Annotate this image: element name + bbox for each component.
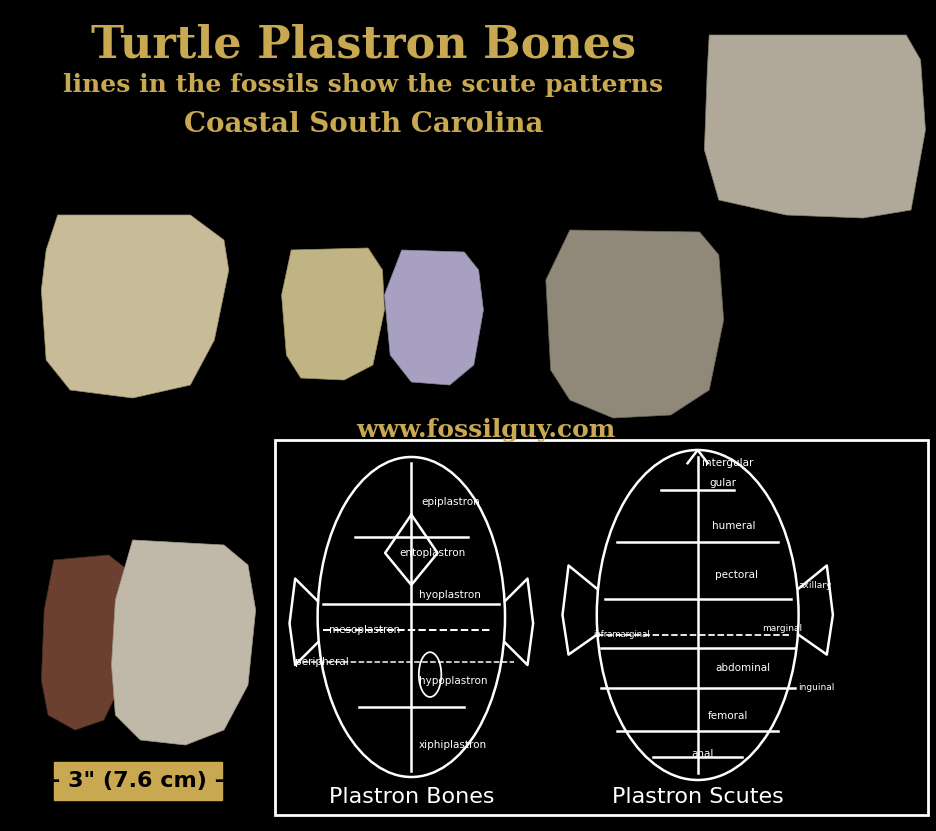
- Text: pectoral: pectoral: [715, 570, 758, 580]
- Text: abdominal: abdominal: [715, 663, 770, 673]
- Text: mesoplastron: mesoplastron: [329, 625, 400, 635]
- Text: — 3" (7.6 cm) —: — 3" (7.6 cm) —: [38, 771, 237, 791]
- Polygon shape: [385, 250, 483, 385]
- Text: Coastal South Carolina: Coastal South Carolina: [183, 111, 543, 139]
- Text: xiphiplastron: xiphiplastron: [419, 740, 487, 750]
- FancyBboxPatch shape: [54, 762, 222, 800]
- Text: Plastron Bones: Plastron Bones: [329, 787, 494, 807]
- Polygon shape: [111, 540, 256, 745]
- Text: intergular: intergular: [703, 458, 753, 468]
- Polygon shape: [41, 555, 133, 730]
- Text: axillary: axillary: [798, 581, 832, 590]
- Text: hyoplastron: hyoplastron: [419, 590, 481, 600]
- Text: anal: anal: [692, 749, 713, 759]
- Polygon shape: [546, 230, 724, 418]
- Text: marginal: marginal: [763, 624, 803, 632]
- Text: femoral: femoral: [708, 711, 748, 720]
- FancyBboxPatch shape: [275, 440, 929, 815]
- Text: hypoplastron: hypoplastron: [419, 676, 488, 686]
- Text: Turtle Plastron Bones: Turtle Plastron Bones: [91, 23, 636, 66]
- Text: Plastron Scutes: Plastron Scutes: [612, 787, 783, 807]
- Text: humeral: humeral: [712, 521, 755, 531]
- Polygon shape: [282, 248, 385, 380]
- Text: lines in the fossils show the scute patterns: lines in the fossils show the scute patt…: [64, 73, 664, 97]
- Text: inframarginal: inframarginal: [592, 630, 650, 639]
- Text: www.fossilguy.com: www.fossilguy.com: [357, 418, 616, 442]
- Text: epiplastron: epiplastron: [421, 497, 479, 507]
- Polygon shape: [705, 35, 926, 218]
- Polygon shape: [41, 215, 228, 398]
- Text: entoplastron: entoplastron: [400, 548, 466, 558]
- Text: inguinal: inguinal: [798, 683, 835, 692]
- Text: peripheral: peripheral: [295, 656, 349, 666]
- Text: gular: gular: [709, 478, 737, 488]
